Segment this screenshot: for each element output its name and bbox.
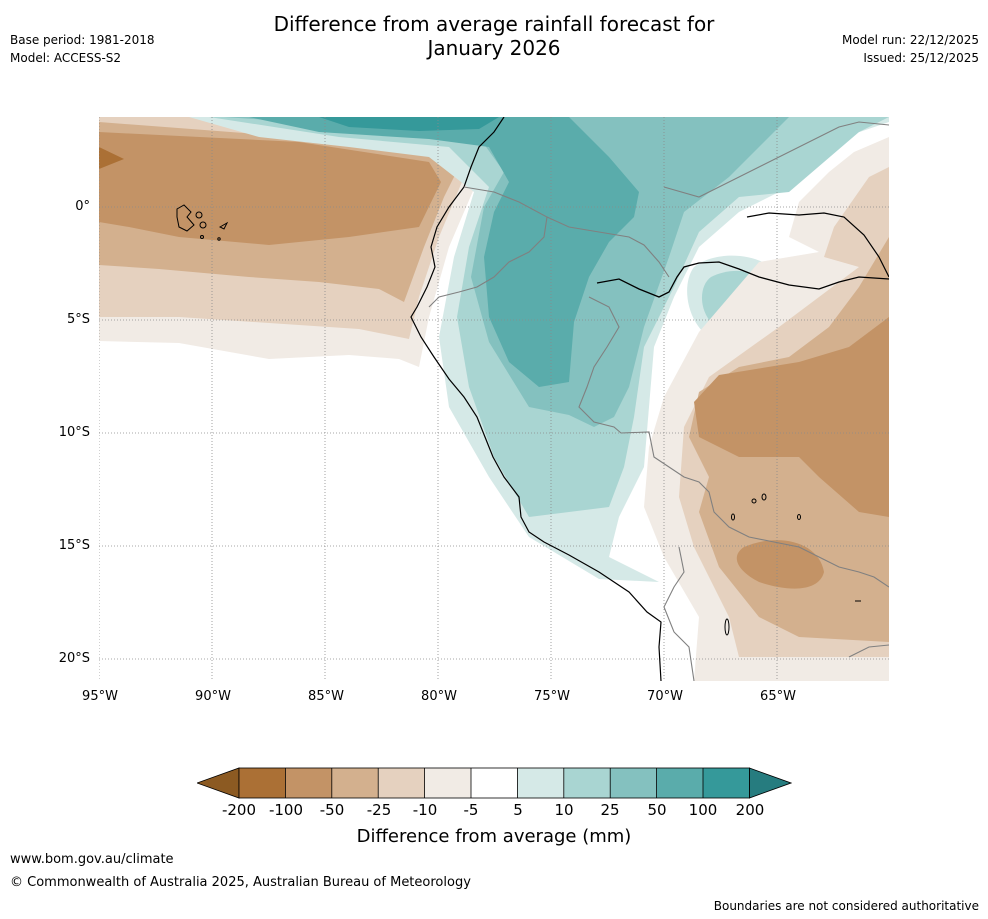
colorbar-swatch <box>471 768 518 798</box>
dry-region-west-100 <box>99 147 124 169</box>
colorbar <box>197 767 792 800</box>
galapagos-islands <box>176 204 229 241</box>
colorbar-swatch <box>239 768 286 798</box>
map-title: Difference from average rainfall forecas… <box>0 12 988 60</box>
base-period-text: Base period: 1981-2018 <box>10 33 155 47</box>
bom-url-link[interactable]: www.bom.gov.au/climate <box>10 852 174 867</box>
lat-label-0: 0° <box>75 199 90 214</box>
colorbar-label: -25 <box>366 801 392 819</box>
dry-region-west-50 <box>99 132 441 245</box>
dry-region-south-50 <box>736 540 824 589</box>
colorbar-label: -100 <box>268 801 304 819</box>
disclaimer-text: Boundaries are not considered authoritat… <box>713 899 979 913</box>
colorbar-label: -200 <box>221 801 257 819</box>
rainfall-map <box>99 117 889 681</box>
colorbar-swatch <box>517 768 564 798</box>
colorbar-label: 100 <box>688 801 718 819</box>
model-run-text: Model run: 22/12/2025 <box>841 33 979 47</box>
title-line-2: January 2026 <box>427 36 561 60</box>
meta-left: Base period: 1981-2018 Model: ACCESS-S2 <box>10 31 155 67</box>
country-boundaries <box>428 121 889 681</box>
colorbar-swatch <box>703 768 750 798</box>
lat-label-20s: 20°S <box>58 651 90 666</box>
title-line-1: Difference from average rainfall forecas… <box>273 12 715 36</box>
lat-label-5s: 5°S <box>66 312 90 327</box>
colorbar-label: -5 <box>463 801 479 819</box>
copyright-text: © Commonwealth of Australia 2025, Austra… <box>10 875 471 890</box>
dry-region-east-50 <box>694 317 889 517</box>
colorbar-label: 200 <box>735 801 765 819</box>
colorbar-label: -10 <box>412 801 438 819</box>
lat-label-15s: 15°S <box>58 538 90 553</box>
colorbar-label: -50 <box>319 801 345 819</box>
issued-text: Issued: 25/12/2025 <box>863 51 979 65</box>
colorbar-swatch <box>331 768 379 798</box>
amazon-river <box>596 261 889 298</box>
colorbar-title: Difference from average (mm) <box>356 826 632 847</box>
colorbar-label: 5 <box>513 801 523 819</box>
colorbar-swatch <box>424 768 471 798</box>
colorbar-arrow-right <box>749 767 792 799</box>
colorbar-label: 50 <box>647 801 667 819</box>
meta-right: Model run: 22/12/2025 Issued: 25/12/2025 <box>842 31 979 67</box>
lon-label-90w: 90°W <box>195 689 231 704</box>
lon-label-95w: 95°W <box>82 689 118 704</box>
model-text: Model: ACCESS-S2 <box>10 51 122 65</box>
colorbar-swatch <box>610 768 657 798</box>
lon-label-70w: 70°W <box>647 689 683 704</box>
wet-region-north-50 <box>249 117 639 387</box>
lon-label-85w: 85°W <box>308 689 344 704</box>
colorbar-swatch <box>285 768 332 798</box>
colorbar-swatch <box>378 768 425 798</box>
lon-label-65w: 65°W <box>760 689 796 704</box>
colorbar-graphic <box>197 767 792 799</box>
colorbar-swatch <box>563 768 611 798</box>
colorbar-label: 10 <box>554 801 574 819</box>
lon-label-80w: 80°W <box>421 689 457 704</box>
colorbar-swatch <box>656 768 703 798</box>
wet-region-north-100 <box>319 117 499 131</box>
coastline <box>410 117 662 681</box>
colorbar-label: 25 <box>600 801 620 819</box>
river-north <box>746 212 889 278</box>
lat-label-10s: 10°S <box>58 425 90 440</box>
gridlines <box>99 117 889 681</box>
lakes <box>724 493 861 636</box>
colorbar-arrow-left <box>197 767 240 799</box>
lon-label-75w: 75°W <box>534 689 570 704</box>
map-panel[interactable] <box>99 117 889 681</box>
